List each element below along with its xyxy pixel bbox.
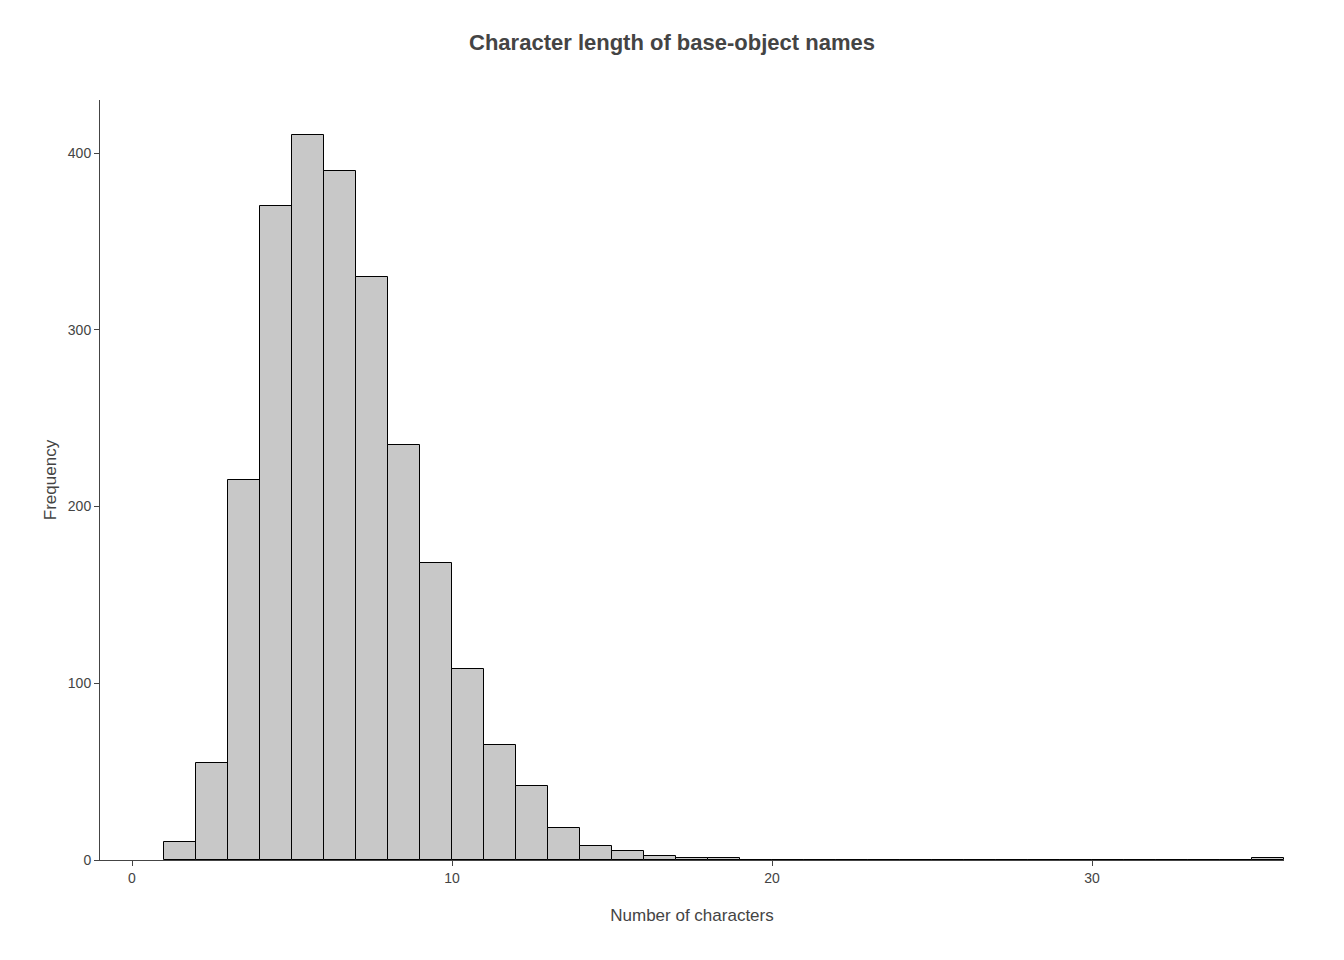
svg-text:Number of characters: Number of characters — [610, 906, 773, 925]
svg-text:Character length of base-objec: Character length of base-object names — [469, 30, 875, 55]
svg-text:30: 30 — [1084, 870, 1100, 886]
svg-text:0: 0 — [128, 870, 136, 886]
svg-text:100: 100 — [68, 675, 92, 691]
svg-text:20: 20 — [764, 870, 780, 886]
svg-text:10: 10 — [444, 870, 460, 886]
svg-text:Frequency: Frequency — [41, 439, 60, 520]
svg-text:200: 200 — [68, 498, 92, 514]
svg-text:400: 400 — [68, 145, 92, 161]
svg-text:300: 300 — [68, 322, 92, 338]
svg-text:0: 0 — [83, 852, 91, 868]
